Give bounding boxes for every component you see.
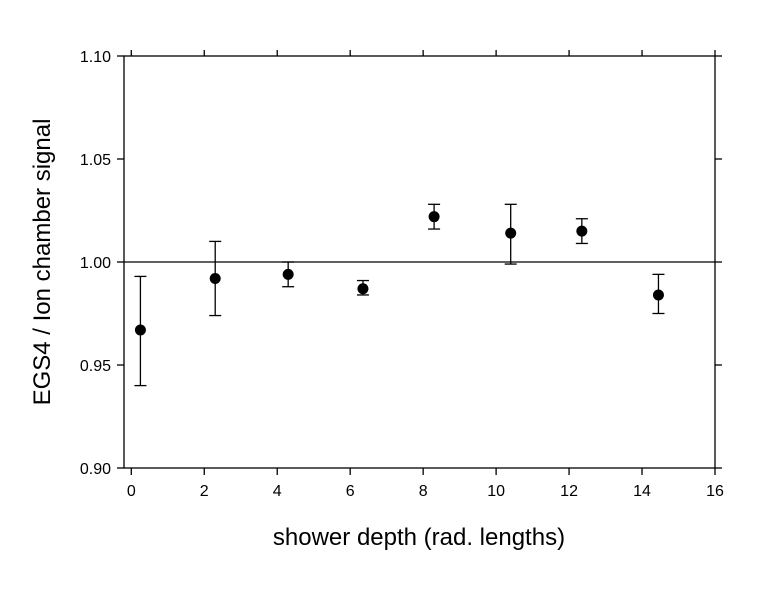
data-point bbox=[356, 279, 369, 296]
x-tick-label: 10 bbox=[487, 483, 505, 500]
x-tick-label: 8 bbox=[419, 483, 428, 500]
x-tick-label: 0 bbox=[127, 483, 136, 500]
data-points bbox=[134, 203, 665, 387]
point-marker bbox=[134, 324, 146, 336]
data-point bbox=[282, 261, 295, 288]
data-point bbox=[652, 273, 665, 315]
y-tick-label: 1.10 bbox=[80, 49, 111, 66]
x-tick-label: 14 bbox=[633, 483, 651, 500]
data-point bbox=[428, 203, 441, 230]
x-tick-label: 16 bbox=[706, 483, 724, 500]
x-tick-label: 12 bbox=[560, 483, 578, 500]
point-marker bbox=[209, 272, 221, 284]
point-marker bbox=[505, 227, 517, 239]
x-tick-label: 2 bbox=[200, 483, 209, 500]
y-tick-label: 1.00 bbox=[80, 255, 111, 272]
point-marker bbox=[576, 225, 588, 237]
y-tick-label: 0.90 bbox=[80, 461, 111, 478]
x-tick-label: 6 bbox=[346, 483, 355, 500]
data-point bbox=[575, 218, 588, 245]
point-marker bbox=[428, 211, 440, 223]
y-axis-ticks: 0.90 0.95 1.00 1.05 1.10 bbox=[80, 49, 722, 478]
x-axis-ticks: 0 2 4 6 8 10 12 14 16 bbox=[127, 50, 724, 500]
x-tick-label: 4 bbox=[273, 483, 282, 500]
y-tick-label: 1.05 bbox=[80, 152, 111, 169]
y-axis-title: EGS4 / Ion chamber signal bbox=[29, 119, 56, 406]
point-marker bbox=[357, 283, 369, 295]
data-point bbox=[504, 203, 517, 265]
data-point bbox=[209, 240, 222, 317]
point-marker bbox=[282, 268, 294, 280]
data-point bbox=[134, 275, 147, 387]
y-tick-label: 0.95 bbox=[80, 358, 111, 375]
point-marker bbox=[652, 289, 664, 301]
x-axis-title: shower depth (rad. lengths) bbox=[273, 524, 565, 551]
